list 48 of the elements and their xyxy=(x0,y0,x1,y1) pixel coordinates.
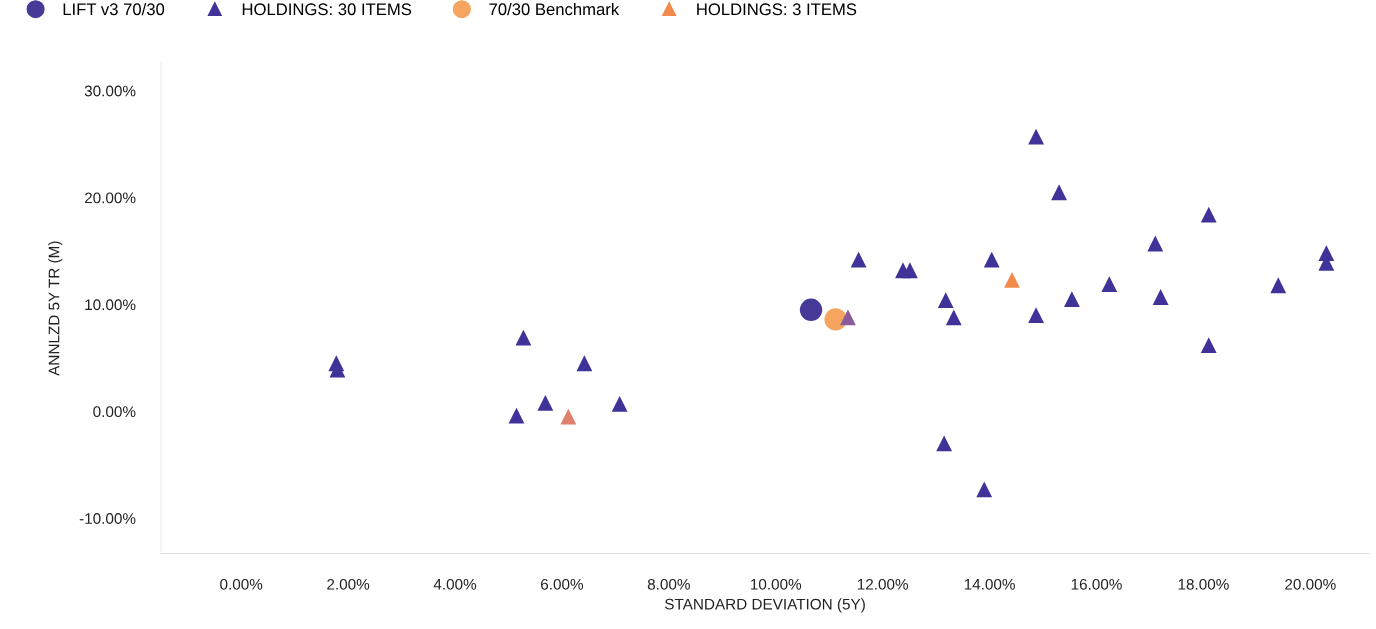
point xyxy=(1270,277,1287,294)
point xyxy=(576,355,593,372)
x-tick-label: 18.00% xyxy=(1178,578,1229,590)
y-tick-label: 20.00% xyxy=(84,192,136,204)
y-tick-label: -10.00% xyxy=(79,513,136,524)
point xyxy=(1051,184,1067,201)
point xyxy=(1152,289,1169,305)
point xyxy=(840,309,856,326)
point xyxy=(1200,206,1217,223)
point xyxy=(936,435,953,452)
legend-label: HOLDINGS: 30 ITEMS xyxy=(242,3,412,16)
x-tick-label: 4.00% xyxy=(433,578,477,590)
point xyxy=(799,298,823,322)
point xyxy=(945,309,962,326)
x-tick-label: 0.00% xyxy=(220,578,263,590)
point xyxy=(937,292,954,309)
x-tick-label: 14.00% xyxy=(964,578,1015,590)
x-tick-label: 10.00% xyxy=(751,578,802,590)
x-tick-label: 12.00% xyxy=(857,578,909,590)
x-tick-label: 8.00% xyxy=(647,578,690,590)
legend-label: 70/30 Benchmark xyxy=(489,2,620,16)
point xyxy=(850,251,867,268)
point xyxy=(1200,337,1217,353)
x-tick-label: 2.00% xyxy=(327,578,370,590)
point xyxy=(508,407,525,424)
y-tick-label: 0.00% xyxy=(93,406,136,418)
point xyxy=(611,395,628,412)
point xyxy=(1063,291,1080,308)
legend-label: LIFT v3 70/30 xyxy=(63,2,165,16)
y-axis-title: ANNLZD 5Y TR (M) xyxy=(48,241,63,376)
y-tick-label: 30.00% xyxy=(84,85,136,97)
point xyxy=(983,251,1000,268)
x-tick-label: 6.00% xyxy=(541,578,584,590)
point xyxy=(537,394,554,411)
point xyxy=(1004,271,1020,288)
point xyxy=(1101,276,1118,293)
point xyxy=(1028,307,1044,324)
point xyxy=(976,481,993,498)
point xyxy=(1028,128,1044,145)
point xyxy=(1147,235,1164,252)
point xyxy=(902,262,918,279)
y-tick-label: 10.00% xyxy=(85,299,136,311)
point xyxy=(560,408,577,425)
x-axis-title: STANDARD DEVIATION (5Y) xyxy=(665,598,865,613)
legend-label: HOLDINGS: 3 ITEMS xyxy=(697,3,857,16)
point xyxy=(515,329,532,346)
x-tick-label: 16.00% xyxy=(1071,578,1122,590)
x-tick-label: 20.00% xyxy=(1285,578,1336,590)
